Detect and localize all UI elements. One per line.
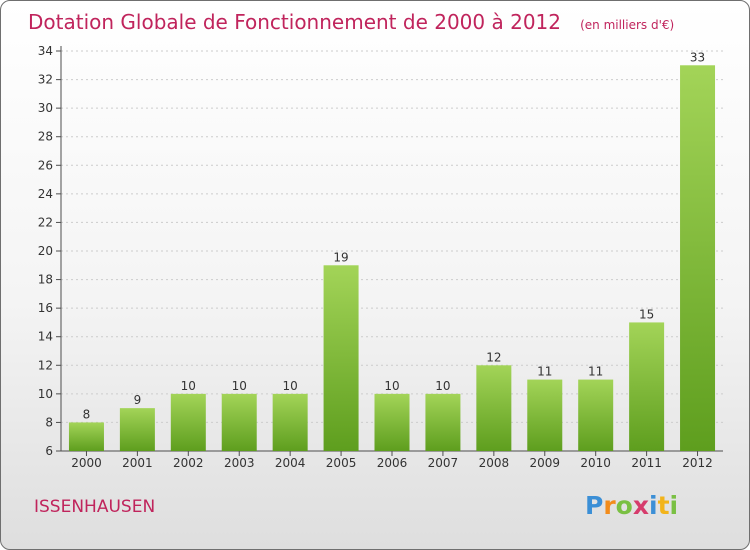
chart-header: Dotation Globale de Fonctionnement de 20…	[28, 10, 674, 34]
x-tick-label: 2006	[377, 456, 408, 470]
x-tick-label: 2001	[122, 456, 153, 470]
x-tick-label: 2010	[580, 456, 611, 470]
data-label: 33	[690, 50, 705, 64]
y-tick-label: 20	[38, 244, 53, 258]
y-tick-label: 30	[38, 101, 53, 115]
bar	[272, 393, 308, 451]
data-label: 10	[181, 379, 196, 393]
logo-letter: x	[632, 491, 649, 520]
data-label: 10	[283, 379, 298, 393]
bar	[425, 393, 461, 451]
data-label: 11	[537, 365, 552, 379]
x-tick-label: 2012	[682, 456, 713, 470]
logo-letter: i	[649, 491, 658, 520]
x-tick-label: 2007	[428, 456, 459, 470]
data-label: 8	[83, 407, 91, 421]
x-tick-label: 2002	[173, 456, 204, 470]
bar	[119, 408, 155, 451]
y-tick-label: 26	[38, 158, 53, 172]
bar	[374, 393, 410, 451]
y-tick-label: 22	[38, 215, 53, 229]
bar	[527, 379, 563, 451]
y-tick-label: 14	[38, 330, 53, 344]
data-label: 10	[384, 379, 399, 393]
x-tick-label: 2011	[631, 456, 662, 470]
y-tick-label: 18	[38, 273, 53, 287]
data-label: 12	[486, 350, 501, 364]
bar	[680, 65, 716, 452]
logo-letter: r	[603, 491, 616, 520]
chart-title: Dotation Globale de Fonctionnement de 20…	[28, 10, 561, 34]
bar	[323, 265, 359, 451]
y-tick-label: 32	[38, 73, 53, 87]
y-tick-label: 34	[38, 44, 53, 58]
bar	[170, 393, 206, 451]
y-tick-label: 8	[45, 415, 53, 429]
proxiti-logo: Proxiti	[585, 491, 678, 520]
bar	[578, 379, 614, 451]
bar	[476, 365, 512, 451]
x-tick-label: 2004	[275, 456, 306, 470]
x-tick-label: 2003	[224, 456, 255, 470]
data-label: 10	[232, 379, 247, 393]
data-label: 9	[134, 393, 142, 407]
bar	[221, 393, 257, 451]
logo-letter: o	[615, 491, 633, 520]
y-tick-label: 10	[38, 387, 53, 401]
y-tick-label: 16	[38, 301, 53, 315]
y-tick-label: 28	[38, 130, 53, 144]
chart-subtitle: (en milliers d'€)	[580, 18, 675, 32]
y-tick-label: 24	[38, 187, 53, 201]
data-label: 19	[333, 250, 348, 264]
y-tick-label: 12	[38, 358, 53, 372]
logo-letter: t	[657, 491, 670, 520]
x-tick-label: 2000	[71, 456, 102, 470]
logo-letter: i	[669, 491, 679, 520]
logo-letter: P	[585, 491, 604, 520]
data-label: 10	[435, 379, 450, 393]
y-tick-label: 6	[45, 444, 53, 458]
bar	[629, 322, 665, 451]
data-label: 11	[588, 365, 603, 379]
commune-name: ISSENHAUSEN	[34, 497, 156, 517]
bar	[68, 422, 104, 451]
x-tick-label: 2008	[479, 456, 510, 470]
data-label: 15	[639, 307, 654, 321]
x-tick-label: 2005	[326, 456, 357, 470]
x-tick-label: 2009	[529, 456, 560, 470]
